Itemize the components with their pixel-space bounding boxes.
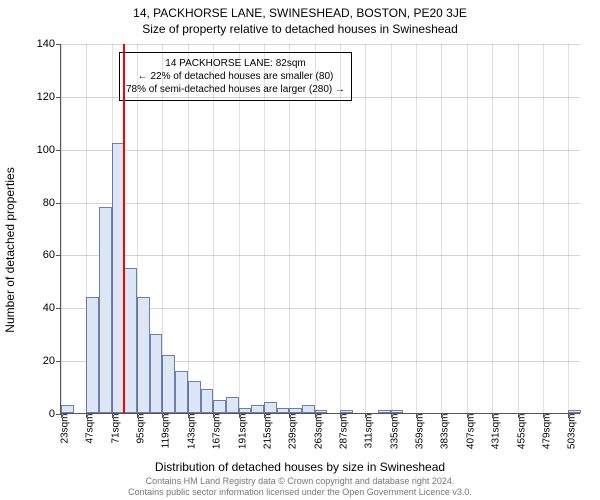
x-tick-label: 479sqm xyxy=(541,414,552,450)
x-tick-label: 335sqm xyxy=(389,414,400,450)
x-tick-label: 503sqm xyxy=(567,414,578,450)
x-tick-label: 143sqm xyxy=(186,414,197,450)
histogram-bar xyxy=(162,355,175,413)
gridline-vertical xyxy=(340,44,341,413)
histogram-bar xyxy=(188,381,201,413)
y-tick-label: 0 xyxy=(31,408,55,420)
x-tick-label: 359sqm xyxy=(415,414,426,450)
histogram-bar xyxy=(61,405,74,413)
histogram-bar xyxy=(289,408,302,413)
gridline-vertical xyxy=(365,44,366,413)
chart-subtitle: Size of property relative to detached ho… xyxy=(0,20,600,36)
y-tick-label: 80 xyxy=(31,197,55,209)
gridline-horizontal xyxy=(61,150,580,151)
histogram-bar xyxy=(239,408,252,413)
gridline-vertical xyxy=(239,44,240,413)
histogram-bar xyxy=(264,402,277,413)
y-tick-label: 20 xyxy=(31,355,55,367)
page-title: 14, PACKHORSE LANE, SWINESHEAD, BOSTON, … xyxy=(0,0,600,20)
x-tick-label: 119sqm xyxy=(161,414,172,449)
annotation-box: 14 PACKHORSE LANE: 82sqm← 22% of detache… xyxy=(119,52,352,101)
x-axis-label: Distribution of detached houses by size … xyxy=(0,460,600,474)
histogram-bar xyxy=(124,268,137,413)
y-tick-label: 120 xyxy=(31,91,55,103)
gridline-vertical xyxy=(264,44,265,413)
x-tick-label: 311sqm xyxy=(364,414,375,449)
histogram-bar xyxy=(86,297,99,413)
chart-container: 14, PACKHORSE LANE, SWINESHEAD, BOSTON, … xyxy=(0,0,600,500)
histogram-bar xyxy=(137,297,150,413)
gridline-vertical xyxy=(315,44,316,413)
histogram-bar xyxy=(213,400,226,413)
gridline-vertical xyxy=(441,44,442,413)
x-tick-label: 383sqm xyxy=(440,414,451,450)
x-tick-label: 71sqm xyxy=(110,414,121,444)
x-tick-label: 239sqm xyxy=(288,414,299,450)
x-tick-label: 287sqm xyxy=(339,414,350,450)
histogram-bar xyxy=(175,371,188,413)
gridline-vertical xyxy=(518,44,519,413)
histogram-bar xyxy=(150,334,163,413)
gridline-vertical xyxy=(416,44,417,413)
gridline-vertical xyxy=(543,44,544,413)
gridline-vertical xyxy=(391,44,392,413)
histogram-bar xyxy=(251,405,264,413)
footer-line-2: Contains public sector information licen… xyxy=(0,487,600,498)
gridline-vertical xyxy=(86,44,87,413)
gridline-vertical xyxy=(188,44,189,413)
gridline-horizontal xyxy=(61,44,580,45)
gridline-vertical xyxy=(61,44,62,413)
gridline-horizontal xyxy=(61,203,580,204)
x-tick-label: 47sqm xyxy=(85,414,96,444)
x-tick-label: 215sqm xyxy=(262,414,273,450)
gridline-horizontal xyxy=(61,97,580,98)
gridline-horizontal xyxy=(61,255,580,256)
x-tick-label: 431sqm xyxy=(491,414,502,450)
gridline-vertical xyxy=(568,44,569,413)
gridline-vertical xyxy=(492,44,493,413)
histogram-bar xyxy=(201,389,214,413)
x-tick-label: 191sqm xyxy=(237,414,248,450)
x-tick-label: 23sqm xyxy=(60,414,71,444)
plot-area: 14 PACKHORSE LANE: 82sqm← 22% of detache… xyxy=(60,44,580,414)
annotation-line: ← 22% of detached houses are smaller (80… xyxy=(126,70,345,83)
x-tick-label: 455sqm xyxy=(516,414,527,450)
gridline-vertical xyxy=(137,44,138,413)
gridline-vertical xyxy=(162,44,163,413)
histogram-bar xyxy=(99,207,112,413)
gridline-vertical xyxy=(112,44,113,413)
y-tick-label: 40 xyxy=(31,302,55,314)
annotation-line: 78% of semi-detached houses are larger (… xyxy=(126,83,345,96)
annotation-line: 14 PACKHORSE LANE: 82sqm xyxy=(126,57,345,70)
y-tick-label: 140 xyxy=(31,38,55,50)
x-tick-label: 167sqm xyxy=(212,414,223,450)
gridline-vertical xyxy=(213,44,214,413)
x-tick-label: 407sqm xyxy=(465,414,476,450)
x-tick-label: 95sqm xyxy=(136,414,147,444)
x-tick-label: 263sqm xyxy=(313,414,324,450)
histogram-bar xyxy=(226,397,239,413)
y-tick-label: 60 xyxy=(31,249,55,261)
footer-line-1: Contains HM Land Registry data © Crown c… xyxy=(0,476,600,487)
y-axis-label: Number of detached properties xyxy=(3,167,17,332)
property-marker-line xyxy=(123,44,125,413)
y-tick-label: 100 xyxy=(31,144,55,156)
histogram-bar xyxy=(277,408,290,413)
histogram-bar xyxy=(302,405,315,413)
gridline-vertical xyxy=(289,44,290,413)
footer: Contains HM Land Registry data © Crown c… xyxy=(0,476,600,498)
gridline-vertical xyxy=(467,44,468,413)
